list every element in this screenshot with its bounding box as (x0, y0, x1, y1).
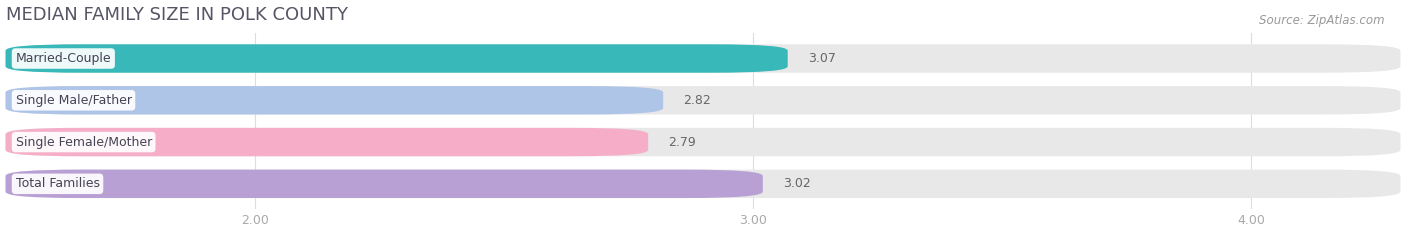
Text: Source: ZipAtlas.com: Source: ZipAtlas.com (1260, 14, 1385, 27)
Text: Total Families: Total Families (15, 177, 100, 190)
Text: 3.07: 3.07 (807, 52, 835, 65)
FancyBboxPatch shape (6, 86, 664, 114)
FancyBboxPatch shape (6, 128, 1400, 156)
Text: Single Male/Father: Single Male/Father (15, 94, 132, 107)
FancyBboxPatch shape (6, 170, 763, 198)
Text: MEDIAN FAMILY SIZE IN POLK COUNTY: MEDIAN FAMILY SIZE IN POLK COUNTY (6, 6, 347, 24)
FancyBboxPatch shape (6, 44, 1400, 73)
FancyBboxPatch shape (6, 86, 1400, 114)
FancyBboxPatch shape (6, 128, 648, 156)
Text: 2.82: 2.82 (683, 94, 711, 107)
Text: 3.02: 3.02 (783, 177, 810, 190)
FancyBboxPatch shape (6, 170, 1400, 198)
Text: 2.79: 2.79 (668, 136, 696, 149)
Text: Single Female/Mother: Single Female/Mother (15, 136, 152, 149)
FancyBboxPatch shape (6, 44, 787, 73)
Text: Married-Couple: Married-Couple (15, 52, 111, 65)
